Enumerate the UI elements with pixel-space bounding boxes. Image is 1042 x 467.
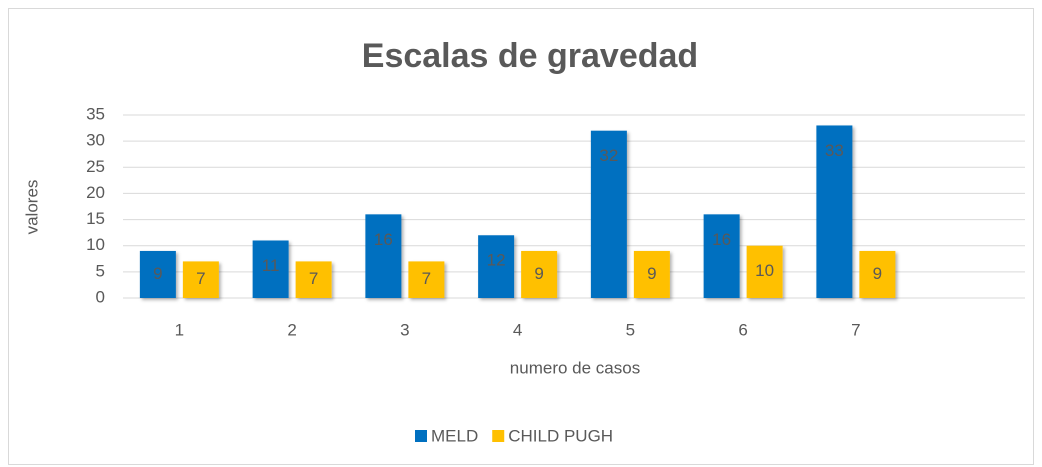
x-tick-label: 2 [287, 320, 296, 339]
data-label: 12 [487, 251, 506, 270]
data-label: 9 [647, 264, 656, 283]
bar [139, 250, 176, 298]
bar [521, 250, 558, 298]
data-label: 10 [755, 261, 774, 280]
data-label: 9 [534, 264, 543, 283]
data-label: 7 [196, 269, 205, 288]
bar [408, 261, 445, 298]
data-label: 16 [374, 230, 393, 249]
data-label: 11 [262, 256, 280, 275]
data-label: 7 [309, 269, 318, 288]
bar [703, 214, 740, 298]
bar [295, 261, 332, 298]
chart-frame [8, 8, 1034, 465]
legend-swatch [415, 430, 427, 442]
y-tick-label: 30 [86, 131, 105, 150]
x-tick-label: 6 [738, 320, 747, 339]
bar [633, 250, 670, 298]
bar [859, 250, 896, 298]
x-tick-label: 7 [851, 320, 860, 339]
y-tick-label: 5 [96, 261, 105, 280]
x-tick-label: 3 [400, 320, 409, 339]
bar [252, 240, 289, 298]
bar [746, 245, 783, 298]
x-axis-label: numero de casos [510, 358, 640, 377]
legend-label: MELD [431, 426, 478, 445]
y-tick-label: 20 [86, 183, 105, 202]
legend-label: CHILD PUGH [508, 426, 613, 445]
y-tick-label: 25 [86, 157, 105, 176]
data-label: 16 [712, 230, 731, 249]
y-tick-label: 10 [86, 235, 105, 254]
x-tick-label: 4 [513, 320, 522, 339]
bar [182, 261, 219, 298]
y-tick-label: 0 [96, 287, 105, 306]
bar [590, 130, 627, 298]
data-label: 33 [825, 141, 844, 160]
chart-title: Escalas de gravedad [362, 37, 698, 75]
y-axis-label: valores [22, 180, 41, 235]
data-label: 7 [422, 269, 431, 288]
bar [365, 214, 402, 298]
data-label: 9 [153, 264, 162, 283]
y-tick-label: 15 [86, 209, 105, 228]
bar [478, 235, 515, 298]
x-tick-label: 1 [175, 320, 184, 339]
legend-swatch [492, 430, 505, 442]
data-label: 32 [599, 146, 618, 165]
bar [816, 125, 853, 298]
x-tick-label: 5 [626, 320, 635, 339]
y-tick-label: 35 [86, 104, 105, 123]
data-label: 9 [873, 264, 882, 283]
